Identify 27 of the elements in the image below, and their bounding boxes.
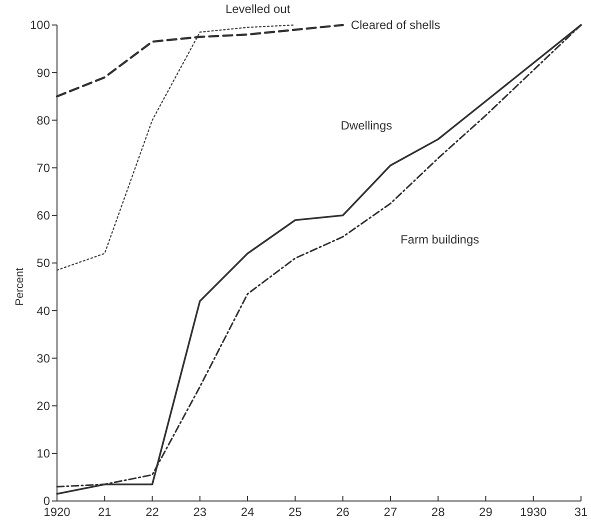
x-tick-label: 22 <box>146 505 160 519</box>
y-tick-label: 70 <box>36 161 50 175</box>
text: Farm buildings <box>400 232 480 246</box>
series-label: Levelled out <box>225 2 291 16</box>
y-tick-label: 90 <box>36 66 50 80</box>
y-tick-label: 80 <box>36 113 50 128</box>
x-tick-label: 25 <box>288 505 302 519</box>
x-tick-label: 28 <box>431 505 446 519</box>
text: Dwellings <box>340 118 392 132</box>
line-series <box>56 24 296 271</box>
x-tick-label: 29 <box>479 505 493 519</box>
y-tick-label: 40 <box>36 304 50 318</box>
y-tick-label: 30 <box>36 351 50 366</box>
y-tick-label: 50 <box>36 256 50 270</box>
x-tick-label: 1930 <box>520 505 548 519</box>
x-tick-label: 23 <box>193 505 207 519</box>
y-tick-label: 10 <box>36 446 50 461</box>
y-axis-title: Percent <box>14 268 26 306</box>
x-tick-label: 26 <box>336 505 350 519</box>
x-tick-label: 27 <box>384 505 398 519</box>
x-tick-label: 24 <box>240 505 255 519</box>
y-tick-label: 100 <box>30 18 50 32</box>
x-tick-label: 31 <box>574 505 588 519</box>
series-label: Cleared of shells <box>350 18 440 32</box>
x-tick-label: 21 <box>98 505 112 519</box>
y-tick-label: 60 <box>36 208 50 223</box>
y-tick-label: 20 <box>36 399 50 413</box>
